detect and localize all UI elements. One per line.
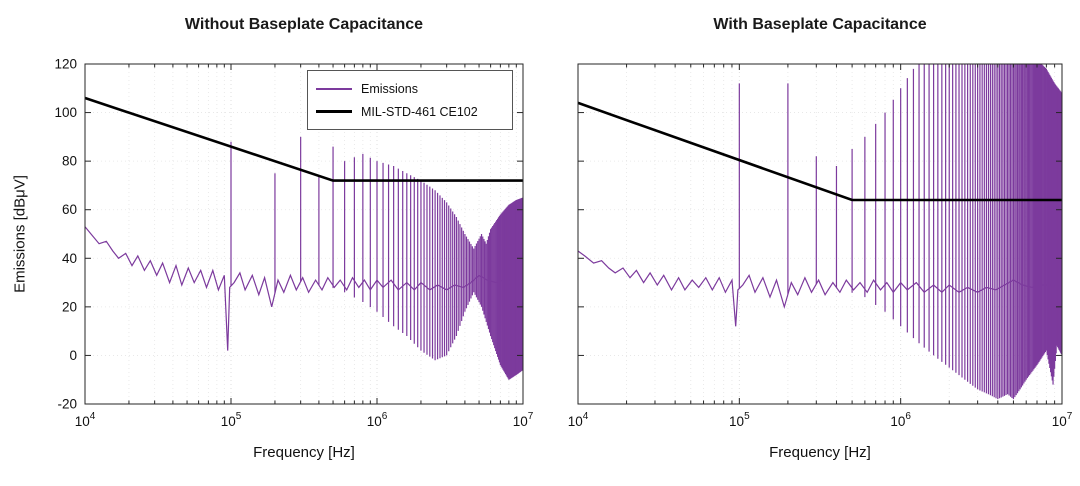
limit-line-swatch bbox=[316, 110, 352, 113]
svg-text:40: 40 bbox=[62, 251, 77, 266]
y-axis-label: Emissions [dBμV] bbox=[11, 175, 29, 293]
svg-text:106: 106 bbox=[367, 411, 388, 429]
svg-text:60: 60 bbox=[62, 202, 77, 217]
svg-text:100: 100 bbox=[54, 105, 77, 120]
svg-text:120: 120 bbox=[54, 57, 77, 72]
x-axis-label-left: Frequency [Hz] bbox=[253, 444, 355, 461]
svg-text:105: 105 bbox=[221, 411, 242, 429]
legend-label-limit: MIL-STD-461 CE102 bbox=[361, 104, 478, 119]
legend-entry-limit: MIL-STD-461 CE102 bbox=[316, 100, 504, 123]
legend: Emissions MIL-STD-461 CE102 bbox=[307, 70, 513, 130]
x-axis-label-right: Frequency [Hz] bbox=[769, 444, 871, 461]
svg-text:107: 107 bbox=[513, 411, 534, 429]
emissions-line-swatch bbox=[316, 87, 352, 90]
svg-text:104: 104 bbox=[75, 411, 96, 429]
chart-title-without-baseplate: Without Baseplate Capacitance bbox=[184, 16, 424, 33]
svg-text:0: 0 bbox=[69, 348, 77, 363]
chart-title-with-baseplate: With Baseplate Capacitance bbox=[713, 16, 927, 33]
svg-text:20: 20 bbox=[62, 299, 77, 314]
svg-text:107: 107 bbox=[1052, 411, 1073, 429]
svg-text:106: 106 bbox=[890, 411, 911, 429]
svg-text:105: 105 bbox=[729, 411, 750, 429]
chart-canvas-with-baseplate: 104 105 106 107 bbox=[568, 63, 1073, 429]
legend-label-emissions: Emissions bbox=[361, 81, 418, 96]
svg-text:-20: -20 bbox=[57, 397, 77, 412]
chart-canvas-without-baseplate: 104 105 106 107 -20 0 20 40 60 80 100 120 bbox=[54, 57, 534, 430]
legend-entry-emissions: Emissions bbox=[316, 77, 504, 100]
svg-text:104: 104 bbox=[568, 411, 589, 429]
svg-text:80: 80 bbox=[62, 154, 77, 169]
